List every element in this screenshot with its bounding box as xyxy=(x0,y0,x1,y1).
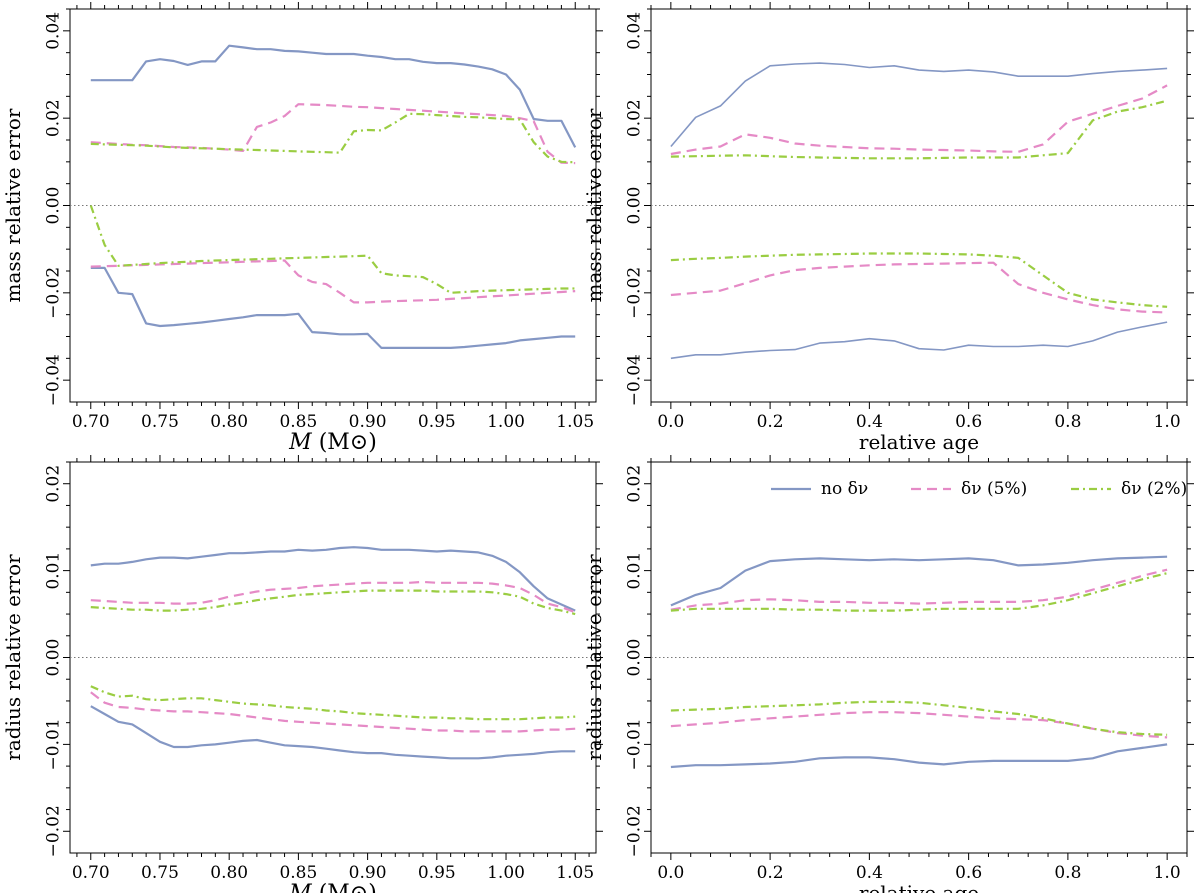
y-tick-label: 0.01 xyxy=(625,552,645,590)
x-tick-label: 1.00 xyxy=(487,412,525,432)
y-tick-label: 0.02 xyxy=(625,99,645,137)
series-line-dnu5-lower xyxy=(90,691,576,733)
x-tick-label: 1.0 xyxy=(1154,863,1181,883)
y-tick-label: −0.02 xyxy=(44,805,64,857)
x-tick-label: 0.4 xyxy=(856,863,883,883)
x-tick-label: 0.6 xyxy=(955,412,982,432)
y-tick-label: −0.04 xyxy=(44,354,64,406)
series-line-dnu5-lower xyxy=(670,261,1168,314)
y-axis-label: mass relative error xyxy=(1,108,25,302)
panel-mass-vs-age: 0.0 0.2 0.4 0.6 0.8 1.0 −0.04 −0.02 0.00 0.02 0.04… xyxy=(582,2,1194,454)
legend-label: no δν xyxy=(821,479,868,499)
series-line-no_dnu-lower xyxy=(670,321,1168,360)
series-line-no_dnu-upper xyxy=(670,62,1168,148)
series-line-dnu2-lower xyxy=(670,700,1168,736)
series-line-dnu5-upper xyxy=(670,568,1168,611)
x-tick-label: 0.2 xyxy=(757,412,784,432)
legend: no δν δν (5%) δν (2%) xyxy=(771,479,1187,499)
series-line-dnu5-upper xyxy=(670,84,1168,156)
x-tick-label: 0.85 xyxy=(279,863,317,883)
series-line-dnu5-lower xyxy=(670,711,1168,739)
y-tick-label: 0.00 xyxy=(44,639,64,677)
panel-mass-vs-M: 0.70 0.75 0.80 0.85 0.90 0.95 1.00 1.05 −0.04 −0.… xyxy=(1,2,603,455)
x-tick-label: 0.4 xyxy=(856,412,883,432)
x-axis-label: M (M⊙) xyxy=(288,881,377,893)
x-tick-label: 0.75 xyxy=(141,412,179,432)
legend-label: δν (5%) xyxy=(961,479,1027,499)
y-tick-label: 0.04 xyxy=(44,12,64,50)
x-tick-label: 0.80 xyxy=(210,863,248,883)
legend-item-no_dnu: no δν xyxy=(771,479,868,499)
y-tick-label: −0.02 xyxy=(44,267,64,319)
x-tick-label: 0.70 xyxy=(72,863,110,883)
x-tick-label: 0.0 xyxy=(657,863,684,883)
y-tick-label: 0.00 xyxy=(625,187,645,225)
series-line-dnu5-lower xyxy=(90,259,576,304)
y-tick-label: −0.02 xyxy=(625,267,645,319)
x-tick-label: 0.70 xyxy=(72,412,110,432)
x-tick-label: 1.05 xyxy=(556,412,594,432)
panel-radius-vs-M: 0.70 0.75 0.80 0.85 0.90 0.95 1.00 1.05 −0.02 −0.… xyxy=(1,455,603,893)
series-line-dnu5-upper xyxy=(90,103,576,165)
legend-item-dnu5: δν (5%) xyxy=(911,479,1027,499)
series-line-no_dnu-lower xyxy=(90,266,576,349)
x-tick-label: 0.95 xyxy=(418,863,456,883)
y-axis-label: radius relative error xyxy=(1,554,25,761)
x-axis-label: M (M⊙) xyxy=(288,430,377,455)
y-tick-label: 0.02 xyxy=(44,99,64,137)
y-tick-label: −0.02 xyxy=(625,805,645,857)
x-tick-label: 0.8 xyxy=(1054,412,1081,432)
y-tick-label: 0.02 xyxy=(625,465,645,503)
series-line-no_dnu-lower xyxy=(90,705,576,760)
y-tick-label: 0.00 xyxy=(625,639,645,677)
y-tick-label: 0.04 xyxy=(625,12,645,50)
x-tick-label: 0.90 xyxy=(349,412,387,432)
y-tick-label: 0.02 xyxy=(44,465,64,503)
y-tick-label: 0.01 xyxy=(44,552,64,590)
x-tick-label: 0.75 xyxy=(141,863,179,883)
y-tick-label: −0.04 xyxy=(625,354,645,406)
series-line-no_dnu-upper xyxy=(90,546,576,612)
x-tick-label: 0.80 xyxy=(210,412,248,432)
y-axis-label: mass relative error xyxy=(582,108,606,302)
series-line-dnu2-upper xyxy=(670,572,1168,612)
x-tick-label: 1.05 xyxy=(556,863,594,883)
x-tick-label: 0.90 xyxy=(349,863,387,883)
legend-label: δν (2%) xyxy=(1121,479,1187,499)
series-line-dnu2-upper xyxy=(90,112,576,164)
series-line-dnu5-upper xyxy=(90,580,576,614)
series-line-no_dnu-lower xyxy=(670,743,1168,769)
x-tick-label: 0.8 xyxy=(1054,863,1081,883)
x-tick-label: 0.6 xyxy=(955,863,982,883)
y-tick-label: −0.01 xyxy=(625,718,645,770)
y-tick-label: −0.01 xyxy=(44,718,64,770)
x-tick-label: 1.00 xyxy=(487,863,525,883)
x-tick-label: 1.0 xyxy=(1154,412,1181,432)
y-axis-label: radius relative error xyxy=(582,554,606,761)
x-tick-label: 0.0 xyxy=(657,412,684,432)
x-tick-label: 0.85 xyxy=(279,412,317,432)
x-tick-label: 0.2 xyxy=(757,863,784,883)
y-tick-label: 0.00 xyxy=(44,187,64,225)
series-line-dnu2-lower xyxy=(89,205,576,294)
panel-radius-vs-age: 0.0 0.2 0.4 0.6 0.8 1.0 −0.02 −0.01 0.00 0.01 0.02… xyxy=(582,455,1194,893)
x-axis-label: relative age xyxy=(859,430,979,454)
series-line-no_dnu-upper xyxy=(670,555,1168,607)
legend-item-dnu2: δν (2%) xyxy=(1071,479,1187,499)
x-axis-label: relative age xyxy=(859,881,979,893)
series-line-no_dnu-upper xyxy=(90,44,577,148)
x-tick-label: 0.95 xyxy=(418,412,456,432)
